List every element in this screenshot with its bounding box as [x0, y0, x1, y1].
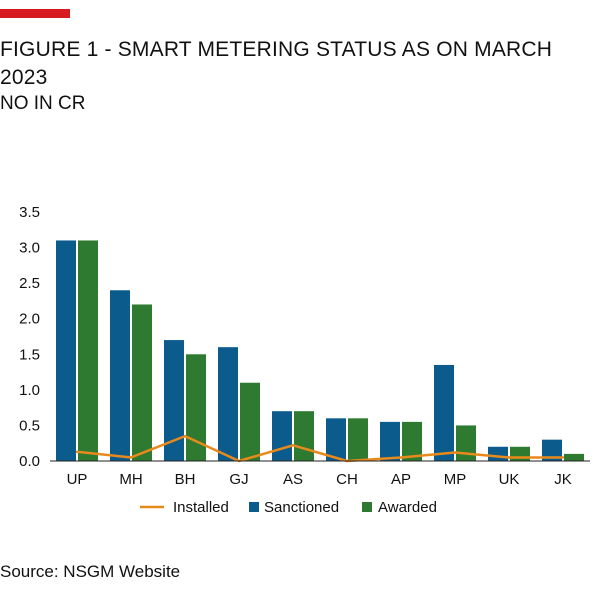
x-tick-label-mp: MP: [444, 471, 467, 488]
y-tick-label: 1.0: [19, 382, 40, 399]
y-tick-label: 0.0: [19, 453, 40, 470]
x-tick-label-uk: UK: [499, 471, 520, 488]
y-axis: 0.0 0.5 1.0 1.5 2.0 2.5 3.0 3.5: [19, 204, 40, 470]
bar-awarded-mp: [456, 425, 476, 461]
bar-awarded-ap: [402, 421, 422, 461]
chart-subtitle: NO IN CR: [0, 93, 86, 114]
x-tick-label-bh: BH: [175, 471, 196, 488]
bar-sanctioned-uk: [488, 446, 508, 461]
x-tick-label-up: UP: [67, 471, 88, 488]
installed-point-as: [291, 444, 295, 447]
installed-line-group: [75, 434, 565, 463]
bar-sanctioned-mh: [110, 290, 130, 461]
bar-sanctioned-jk: [542, 439, 562, 461]
installed-point-bh: [183, 434, 187, 438]
bar-sanctioned-as: [272, 411, 292, 461]
source-note: Source: NSGM Website: [0, 562, 181, 581]
y-tick-label: 3.0: [19, 240, 40, 257]
legend: Installed Sanctioned Awarded: [140, 499, 437, 516]
y-tick-label: 3.5: [19, 204, 40, 221]
bar-sanctioned-ch: [326, 418, 346, 461]
y-tick-label: 2.5: [19, 275, 40, 292]
installed-point-jk: [561, 456, 565, 459]
bar-awarded-gj: [240, 382, 260, 461]
accent-bar: [0, 9, 70, 18]
bar-sanctioned-bh: [164, 340, 184, 461]
x-tick-label-as: AS: [283, 471, 303, 488]
installed-point-up: [75, 450, 79, 453]
installed-point-uk: [507, 456, 511, 459]
bar-awarded-bh: [186, 354, 206, 461]
x-axis: UP MH BH GJ AS CH AP MP UK JK: [50, 460, 590, 488]
bar-awarded-ch: [348, 418, 368, 461]
bar-awarded-as: [294, 411, 314, 461]
legend-awarded-label: Awarded: [378, 499, 437, 516]
installed-line: [76, 434, 563, 463]
bar-sanctioned-up: [56, 240, 76, 461]
x-tick-label-gj: GJ: [229, 471, 248, 488]
x-tick-label-jk: JK: [554, 471, 572, 488]
chart-title: FIGURE 1 - SMART METERING STATUS AS ON M…: [0, 38, 553, 89]
y-tick-label: 2.0: [19, 311, 40, 328]
legend-sanctioned-swatch: [249, 502, 259, 512]
installed-point-mp: [453, 451, 457, 454]
x-tick-label-ch: CH: [336, 471, 358, 488]
legend-awarded-swatch: [362, 502, 372, 512]
chart: 0.0 0.5 1.0 1.5 2.0 2.5 3.0 3.5 UP MH BH GJ AS CH AP M…: [19, 204, 590, 516]
x-tick-label-ap: AP: [391, 471, 411, 488]
bar-awarded-uk: [510, 446, 530, 461]
bars: [56, 240, 584, 461]
bar-awarded-up: [78, 240, 98, 461]
legend-sanctioned-label: Sanctioned: [264, 499, 339, 516]
x-tick-label-mh: MH: [119, 471, 142, 488]
bar-sanctioned-gj: [218, 347, 238, 461]
installed-point-mh: [129, 456, 133, 459]
bar-awarded-jk: [564, 453, 584, 461]
bar-sanctioned-ap: [380, 421, 400, 461]
bar-awarded-mh: [132, 304, 152, 461]
y-tick-label: 0.5: [19, 417, 40, 434]
legend-installed-label: Installed: [173, 499, 229, 516]
installed-point-ap: [399, 456, 403, 459]
y-tick-label: 1.5: [19, 346, 40, 363]
bar-sanctioned-mp: [434, 364, 454, 461]
